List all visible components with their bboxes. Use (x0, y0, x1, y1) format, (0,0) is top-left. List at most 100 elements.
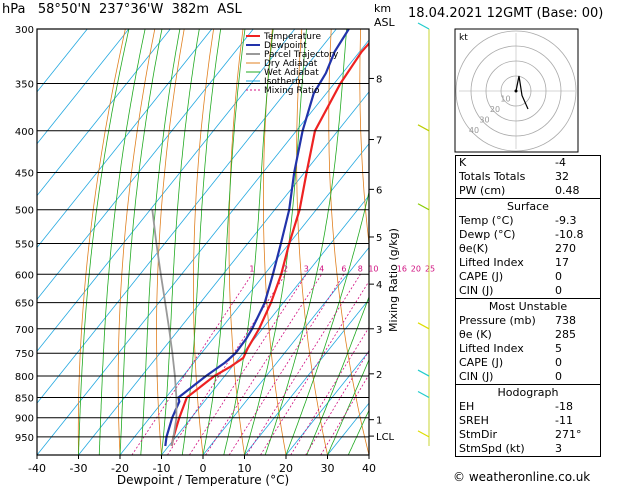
most-unstable-label: CAPE (J) (459, 356, 504, 369)
isotherm-line (202, 246, 369, 455)
surface-row: CIN (J) 0 (456, 284, 602, 298)
most-unstable-value: 738 (555, 314, 576, 327)
dry-adiabat-line (117, 29, 156, 455)
index-value: 32 (555, 170, 569, 183)
isotherm-line (37, 29, 130, 145)
most-unstable-title: Most Unstable (488, 300, 568, 313)
surface-box: Surface Temp (°C) -9.3 Dewp (°C) -10.8 θe(K)… (455, 199, 601, 299)
pressure-tick-label: 750 (15, 349, 34, 360)
location-header: hPa 58°50'N 237°36'W 382m ASL (2, 2, 242, 17)
mixing-ratio-line (228, 274, 345, 455)
surface-value: -10.8 (555, 228, 584, 241)
pressure-tick-label: 450 (15, 168, 34, 179)
hodograph-origin (514, 89, 518, 93)
most-unstable-value: 0 (555, 356, 562, 369)
isotherm-line (37, 29, 337, 404)
x-tick-label: 30 (321, 462, 335, 475)
surface-row: Dewp (°C) -10.8 (456, 228, 602, 242)
surface-value: 0 (555, 284, 562, 297)
legend-label: Temperature (263, 32, 321, 42)
most-unstable-row: Lifted Index 5 (456, 342, 602, 356)
mixing-ratio-label: 3 (304, 264, 309, 273)
isotherm-line (37, 29, 171, 197)
datetime-header: 18.04.2021 12GMT (Base: 00) (408, 6, 604, 21)
index-value: -4 (555, 156, 566, 169)
most-unstable-row: CAPE (J) 0 (456, 356, 602, 370)
wind-barb (417, 430, 430, 438)
most-unstable-label: Lifted Index (459, 342, 524, 355)
wind-barb (417, 22, 430, 30)
x-tick-label: -20 (111, 462, 129, 475)
surface-label: Temp (°C) (459, 214, 514, 227)
mixing-ratio-label: 1 (249, 264, 254, 273)
pressure-tick-label: 600 (15, 270, 34, 281)
surface-table: Temp (°C) -9.3 Dewp (°C) -10.8 θe(K) 270 Lifte… (456, 214, 602, 298)
dry-adiabat-line (359, 29, 369, 248)
pressure-tick-label: 350 (15, 80, 34, 91)
mixing-ratio-label: 25 (425, 264, 435, 273)
hodograph-row: StmDir 271° (456, 428, 602, 442)
hodograph-unit-label: kt (459, 33, 468, 43)
surface-label: Dewp (°C) (459, 228, 516, 241)
mixing-ratio-line (131, 274, 253, 455)
hodograph-ring (455, 30, 577, 152)
index-label: K (459, 156, 467, 169)
isotherm-line (78, 91, 369, 455)
km-tick-label: 1 (376, 416, 382, 427)
mixing-ratio-line (167, 274, 286, 455)
hodograph-value: 271° (555, 428, 582, 441)
pressure-tick-label: 650 (15, 299, 34, 310)
pressure-tick-label: 800 (15, 372, 34, 383)
most-unstable-table: Pressure (mb) 738 θe (K) 285 Lifted Index 5 CA… (456, 314, 602, 384)
mixing-ratio-label: 6 (341, 264, 346, 273)
pressure-tick-label: 900 (15, 414, 34, 425)
wind-barb (417, 322, 430, 330)
hodograph-label: StmDir (459, 428, 498, 441)
surface-label: CIN (J) (459, 284, 494, 297)
dry-adiabat-line (625, 29, 629, 455)
hodograph-title: Hodograph (497, 386, 559, 399)
legend-label: Dewpoint (264, 41, 307, 51)
legend-label: Parcel Trajectory (264, 50, 339, 60)
mixing-ratio-label: 4 (319, 264, 324, 273)
series-temperature (170, 41, 369, 447)
credit-footer: © weatheronline.co.uk (453, 470, 591, 484)
pressure-tick-label: 300 (15, 25, 34, 36)
hodograph-row: SREH -11 (456, 414, 602, 428)
x-tick-label: -10 (153, 462, 171, 475)
hodograph-box: Hodograph EH -18 SREH -11 StmDir 271° StmSpd (… (455, 385, 601, 457)
isotherm-line (37, 29, 213, 249)
hodograph-ring-label: 30 (479, 116, 489, 125)
isotherm-line (161, 194, 369, 455)
surface-row: Lifted Index 17 (456, 256, 602, 270)
index-row: PW (cm) 0.48 (456, 184, 602, 198)
km-tick-label: 6 (376, 185, 382, 196)
surface-row: CAPE (J) 0 (456, 270, 602, 284)
x-tick-label: 0 (200, 462, 207, 475)
hodograph-ring-label: 40 (469, 126, 479, 135)
wet-adiabat-line (98, 29, 146, 455)
pressure-tick-label: 950 (15, 433, 34, 444)
hodograph-trace (515, 75, 529, 110)
isotherm-line (285, 350, 369, 455)
km-tick-label: 5 (376, 233, 382, 244)
mixing-ratio-line (189, 274, 307, 455)
mixing-ratio-label: 10 (368, 264, 378, 273)
hodograph-ring-label: 20 (490, 105, 500, 114)
isotherm-line (37, 39, 369, 455)
index-value: 0.48 (555, 184, 580, 197)
dry-adiabat-line (228, 29, 245, 455)
x-tick-label: -30 (70, 462, 88, 475)
hodograph-frame (454, 28, 579, 153)
surface-value: 270 (555, 242, 576, 255)
pressure-tick-label: 850 (15, 393, 34, 404)
hodograph-value: -11 (555, 414, 573, 427)
mixing-ratio-label: 20 (411, 264, 421, 273)
hodograph-label: EH (459, 400, 475, 413)
index-row: K -4 (456, 156, 602, 170)
mixing-ratio-label: 16 (397, 264, 407, 273)
legend-label: Mixing Ratio (264, 86, 320, 96)
hodograph-value: -18 (555, 400, 573, 413)
hodograph-label: SREH (459, 414, 489, 427)
